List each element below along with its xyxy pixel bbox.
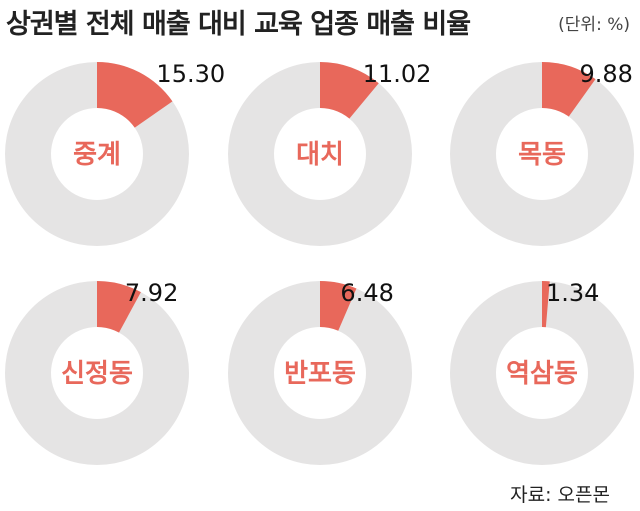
- donut-chart-2: 대치 11.02: [228, 60, 431, 246]
- donut-chart-4: 신정동 7.92: [5, 279, 189, 465]
- region-label: 신정동: [61, 359, 133, 389]
- value-label: 7.92: [125, 279, 178, 307]
- value-label: 6.48: [340, 279, 393, 307]
- donut-chart-6: 역삼동 1.34: [450, 279, 634, 465]
- region-label: 중계: [73, 140, 121, 170]
- donut-chart-3: 목동 9.88: [450, 60, 634, 246]
- value-label: 1.34: [546, 279, 599, 307]
- donut-chart-1: 중계 15.30: [5, 60, 225, 246]
- donut-chart-5: 반포동 6.48: [228, 279, 412, 465]
- donut-hole: [274, 108, 366, 200]
- region-label: 반포동: [284, 359, 356, 389]
- donut-hole: [496, 108, 588, 200]
- donut-hole: [274, 327, 366, 419]
- value-label: 15.30: [156, 60, 225, 88]
- unit-label: (단위: %): [558, 15, 630, 35]
- value-label: 9.88: [580, 60, 633, 88]
- region-label: 대치: [296, 140, 344, 170]
- region-label: 역삼동: [506, 359, 578, 389]
- source-note: 자료: 오픈몬: [510, 484, 610, 506]
- region-label: 목동: [518, 140, 566, 170]
- donut-hole: [496, 327, 588, 419]
- donut-hole: [51, 108, 143, 200]
- value-label: 11.02: [363, 60, 432, 88]
- donut-hole: [51, 327, 143, 419]
- chart-title: 상권별 전체 매출 대비 교육 업종 매출 비율: [6, 9, 471, 40]
